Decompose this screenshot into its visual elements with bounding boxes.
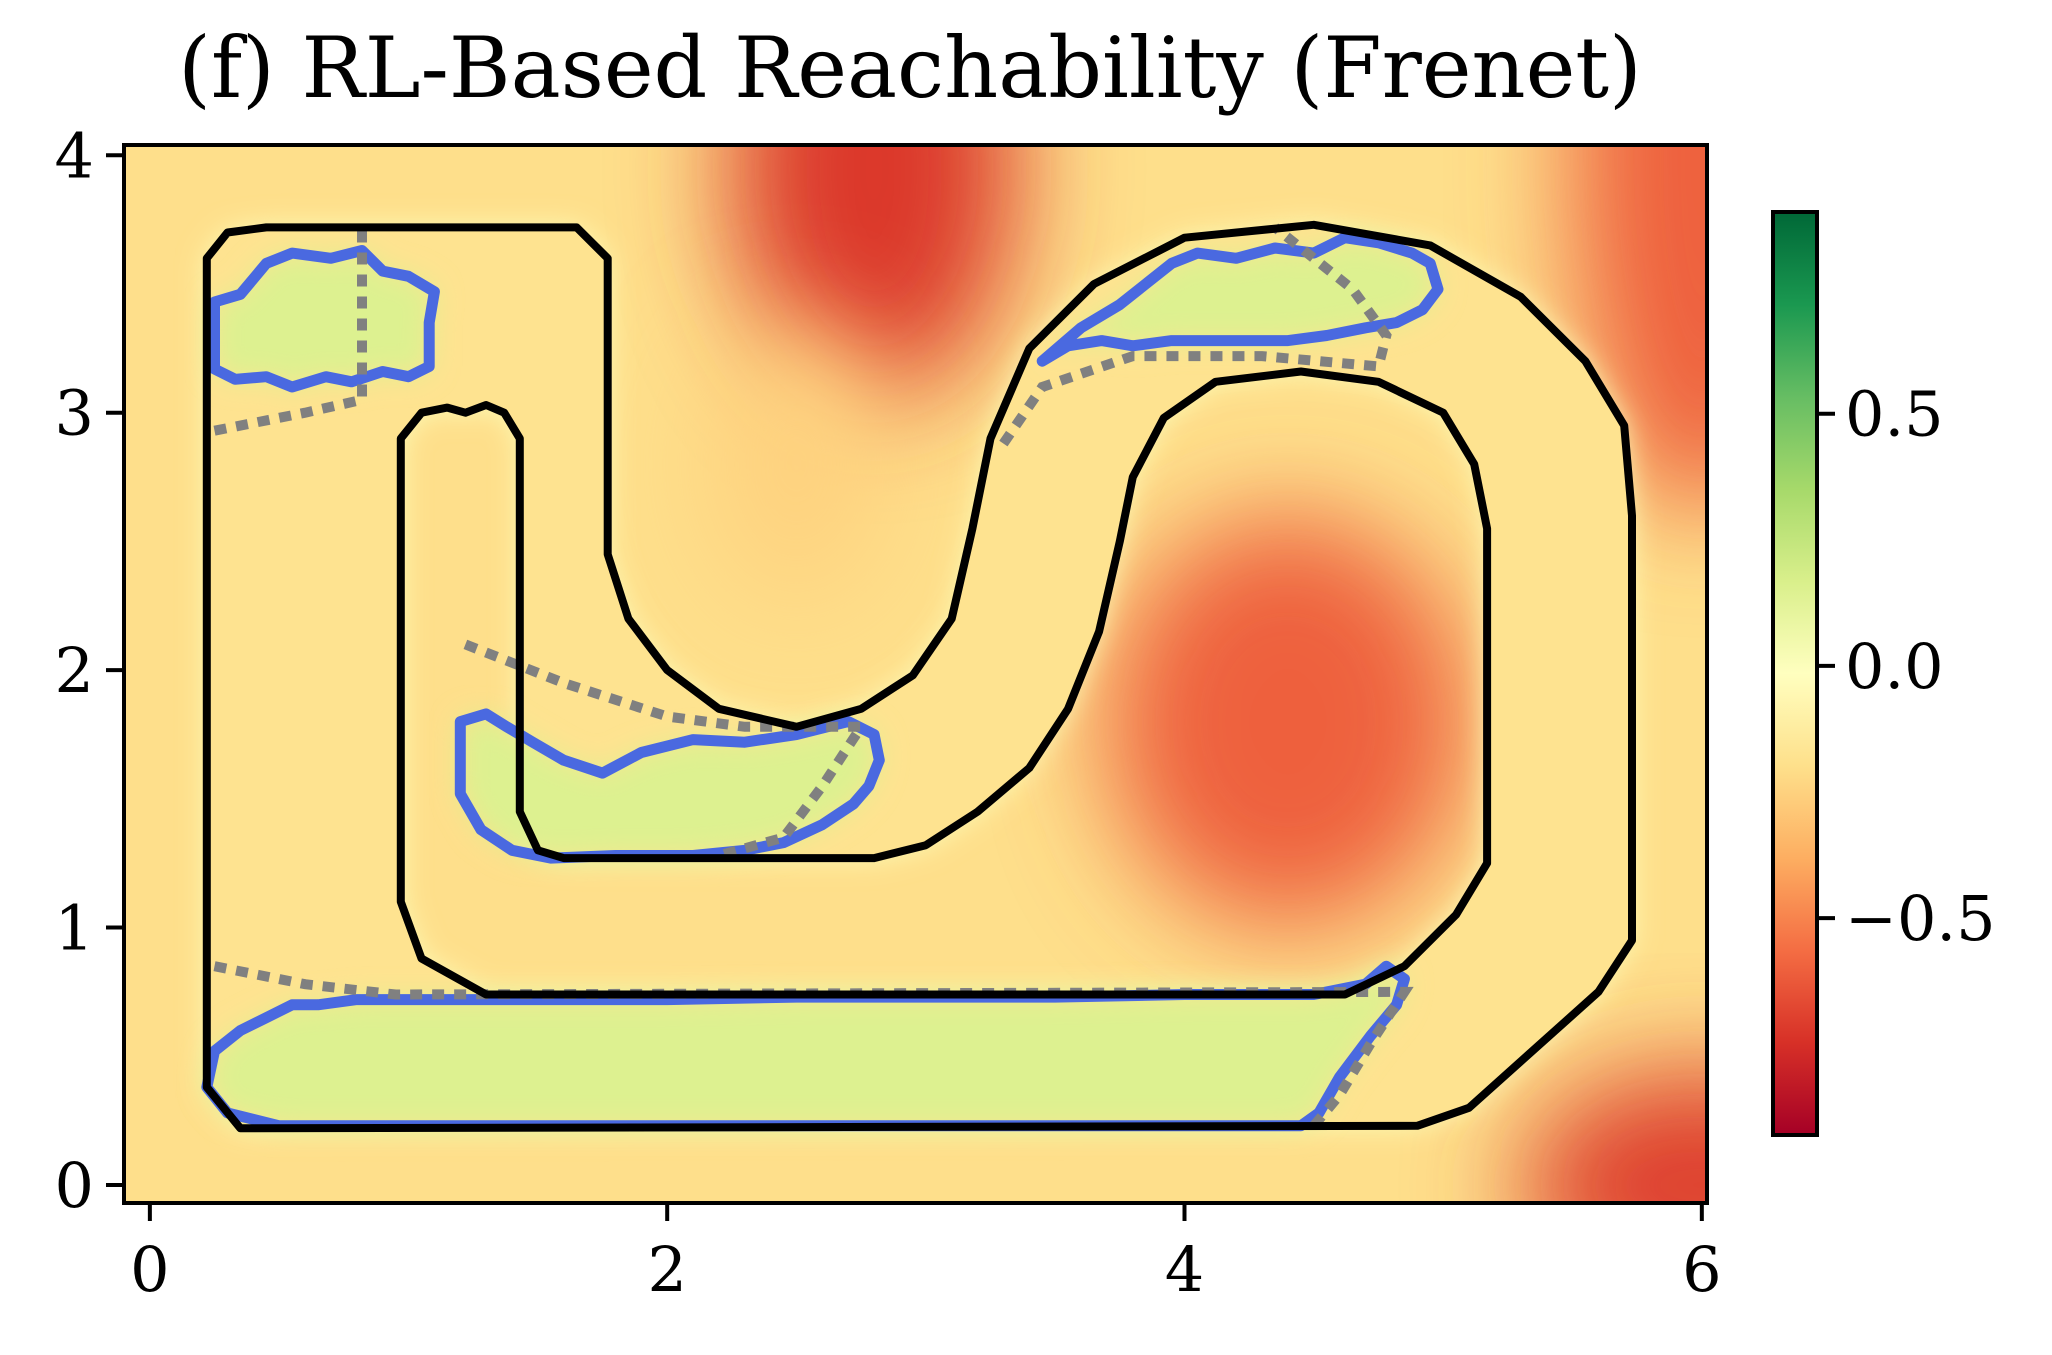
reachable-fill-3 xyxy=(206,966,1405,1126)
x-tick-label: 4 xyxy=(1165,1233,1204,1306)
track-boundary-1 xyxy=(396,367,1492,999)
colorbar-gradient xyxy=(1771,210,1819,1137)
reachable-fill-0 xyxy=(214,250,435,387)
heatmap-blob-2 xyxy=(1106,515,1470,928)
x-tick-label: 0 xyxy=(130,1233,169,1306)
y-tick-label: 0 xyxy=(55,1149,94,1222)
plot-area: 0 2 4 6 0 1 2 3 4 xyxy=(55,119,1722,1306)
plot-frame xyxy=(122,143,1709,1205)
dotted-guide-0 xyxy=(213,227,367,436)
y-tick-label: 2 xyxy=(55,634,94,707)
y-tick-label: 1 xyxy=(55,892,94,965)
heatmap-blob-3 xyxy=(1572,145,1707,516)
heatmap-blob-1 xyxy=(705,322,888,606)
colorbar: 0.5 0.0 −0.5 xyxy=(1771,210,1996,1137)
track-region xyxy=(206,224,1632,1129)
heatmap-field xyxy=(124,145,1707,1203)
dotted-guide-1 xyxy=(999,223,1392,447)
x-tick-label: 2 xyxy=(647,1233,686,1306)
reachable-set-outline-0 xyxy=(209,245,440,393)
dotted-guide-2 xyxy=(463,639,871,861)
colorbar-tick-label: 0.5 xyxy=(1845,378,1944,451)
reachable-set-outline-1 xyxy=(1036,232,1444,367)
x-tick-label: 6 xyxy=(1682,1233,1721,1306)
dotted-guide-3 xyxy=(213,961,1414,1130)
colorbar-tick-label: 0.0 xyxy=(1845,630,1944,703)
colorbar-tick-label: −0.5 xyxy=(1845,882,1996,955)
y-tick-label: 4 xyxy=(55,119,94,192)
y-tick-label: 3 xyxy=(55,377,94,450)
track-boundary-0 xyxy=(202,220,1636,1133)
chart-title: (f) RL-Based Reachability (Frenet) xyxy=(178,19,1642,117)
reachable-fill-2 xyxy=(460,713,880,859)
heatmap-blob-4 xyxy=(1520,1069,1707,1203)
